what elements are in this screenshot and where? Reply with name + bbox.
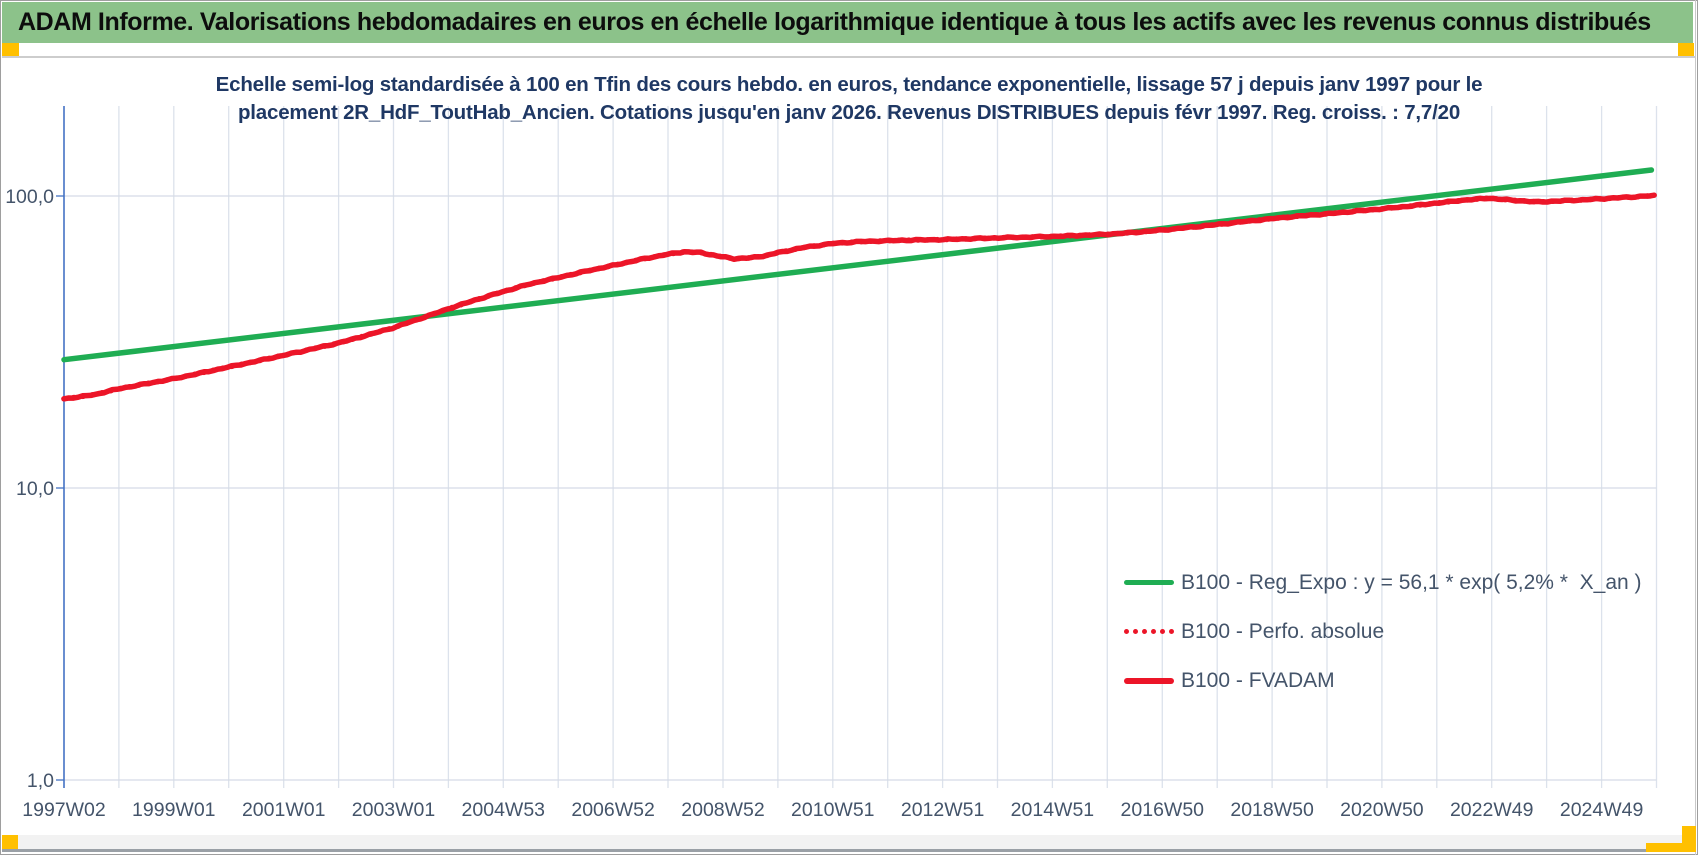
- chart-legend: B100 - Reg_Expo : y = 56,1 * exp( 5,2% *…: [1124, 566, 1642, 713]
- legend-label: B100 - Reg_Expo : y = 56,1 * exp( 5,2% *…: [1181, 570, 1642, 594]
- legend-label: B100 - FVADAM: [1181, 668, 1335, 692]
- svg-text:2024W49: 2024W49: [1560, 799, 1643, 821]
- svg-text:2020W50: 2020W50: [1340, 799, 1424, 821]
- header-underline: [2, 56, 1696, 58]
- svg-text:2001W01: 2001W01: [242, 799, 325, 821]
- svg-text:1997W02: 1997W02: [22, 799, 105, 821]
- svg-text:2014W51: 2014W51: [1011, 799, 1094, 821]
- bottom-border-line: [2, 849, 1696, 852]
- legend-entry-reg-expo[interactable]: B100 - Reg_Expo : y = 56,1 * exp( 5,2% *…: [1124, 566, 1642, 599]
- series-dotted-fvadam[interactable]: [61, 192, 1657, 402]
- chart-title: Echelle semi-log standardisée à 100 en T…: [120, 71, 1578, 126]
- svg-text:10,0: 10,0: [16, 478, 54, 500]
- bottom-sheet-strip: [2, 835, 1696, 849]
- legend-label: B100 - Perfo. absolue: [1181, 619, 1385, 643]
- orange-handle-top-right: [1678, 43, 1694, 56]
- svg-text:1999W01: 1999W01: [132, 799, 215, 821]
- chart-title-line1: Echelle semi-log standardisée à 100 en T…: [215, 73, 1483, 96]
- horizontal-gridlines: [56, 195, 1657, 781]
- svg-text:2004W53: 2004W53: [462, 799, 545, 821]
- x-axis-tick-labels: 1997W02 1999W01 2001W01 2003W01 2004W53 2006W…: [22, 799, 1643, 821]
- svg-text:100,0: 100,0: [5, 186, 54, 208]
- svg-text:1,0: 1,0: [27, 770, 54, 792]
- svg-text:2022W49: 2022W49: [1450, 799, 1533, 821]
- svg-text:2010W51: 2010W51: [791, 799, 874, 821]
- svg-text:2016W50: 2016W50: [1121, 799, 1205, 821]
- orange-handle-bottom-right-bar: [1646, 843, 1696, 852]
- series-fvadam[interactable]: [61, 192, 1657, 402]
- header-title: ADAM Informe. Valorisations hebdomadaire…: [18, 8, 1651, 36]
- svg-text:2008W52: 2008W52: [681, 799, 764, 821]
- right-edge-line: [1695, 0, 1696, 855]
- legend-entry-perfo-absolue[interactable]: B100 - Perfo. absolue: [1124, 615, 1642, 648]
- red-line-swatch-icon: [1124, 677, 1174, 684]
- header-bar: ADAM Informe. Valorisations hebdomadaire…: [2, 2, 1693, 43]
- orange-handle-bottom-left: [2, 835, 18, 849]
- red-dotted-line-swatch-icon: [1124, 629, 1174, 634]
- chart-title-line2: placement 2R_HdF_ToutHab_Ancien. Cotatio…: [237, 100, 1461, 124]
- orange-handle-top-left: [2, 43, 19, 56]
- svg-text:2018W50: 2018W50: [1230, 799, 1314, 821]
- y-axis-tick-labels: 100,0 10,0 1,0: [5, 186, 54, 792]
- series-reg-expo[interactable]: [61, 167, 1655, 363]
- green-line-swatch-icon: [1124, 580, 1174, 585]
- vertical-gridlines: [118, 106, 1658, 788]
- legend-entry-fvadam[interactable]: B100 - FVADAM: [1124, 664, 1642, 697]
- svg-text:2003W01: 2003W01: [352, 799, 435, 821]
- svg-text:2012W51: 2012W51: [901, 799, 984, 821]
- svg-text:2006W52: 2006W52: [571, 799, 654, 821]
